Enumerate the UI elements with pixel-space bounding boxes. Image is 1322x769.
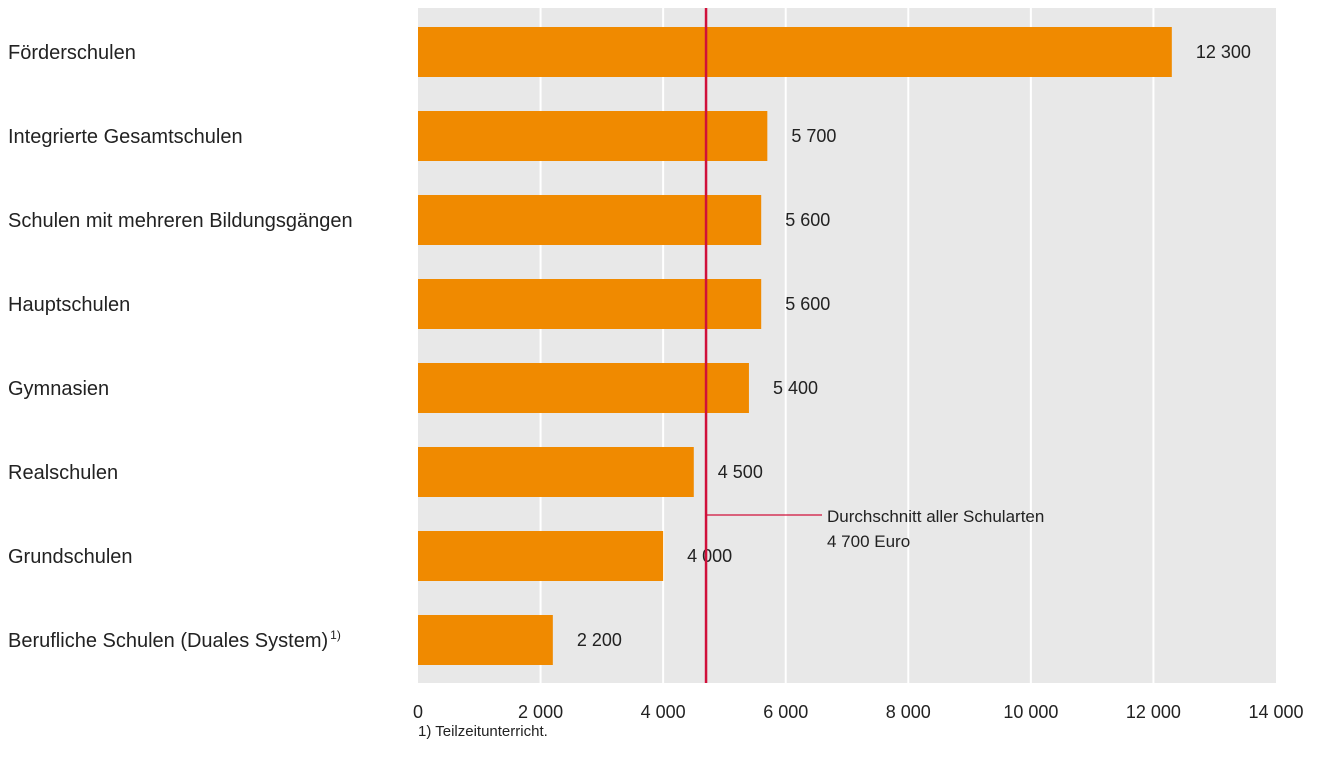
bar [418, 363, 749, 413]
category-label: Grundschulen [8, 546, 133, 568]
value-label: 5 600 [785, 294, 830, 314]
footnote-marker: 1) [330, 628, 341, 642]
bar [418, 27, 1172, 77]
value-label: 5 700 [791, 126, 836, 146]
category-label: Gymnasien [8, 378, 109, 400]
category-label: Schulen mit mehreren Bildungsgängen [8, 210, 353, 232]
x-tick-label: 8 000 [886, 702, 931, 722]
value-label: 5 600 [785, 210, 830, 230]
x-tick-label: 10 000 [1003, 702, 1058, 722]
bar [418, 195, 762, 245]
bar [418, 279, 762, 329]
value-label: 4 500 [718, 462, 763, 482]
category-label: Förderschulen [8, 42, 136, 64]
category-label: Realschulen [8, 462, 118, 484]
x-tick-label: 2 000 [518, 702, 563, 722]
bar [418, 615, 553, 665]
plot-background [418, 8, 1276, 683]
average-label: Durchschnitt aller Schularten [827, 507, 1044, 526]
bar [418, 531, 664, 581]
category-label: Integrierte Gesamtschulen [8, 126, 243, 148]
x-tick-label: 12 000 [1126, 702, 1181, 722]
category-label: Berufliche Schulen (Duales System) 1) [8, 628, 341, 652]
x-tick-label: 4 000 [641, 702, 686, 722]
x-tick-label: 6 000 [763, 702, 808, 722]
footnote: 1) Teilzeitunterricht. [418, 723, 548, 740]
value-label: 4 000 [687, 546, 732, 566]
value-label: 5 400 [773, 378, 818, 398]
bar [418, 447, 694, 497]
value-label: 12 300 [1196, 42, 1251, 62]
average-value-label: 4 700 Euro [827, 532, 910, 551]
x-tick-label: 0 [413, 702, 423, 722]
category-label: Hauptschulen [8, 294, 130, 316]
x-tick-label: 14 000 [1248, 702, 1303, 722]
bar [418, 111, 768, 161]
value-label: 2 200 [577, 630, 622, 650]
